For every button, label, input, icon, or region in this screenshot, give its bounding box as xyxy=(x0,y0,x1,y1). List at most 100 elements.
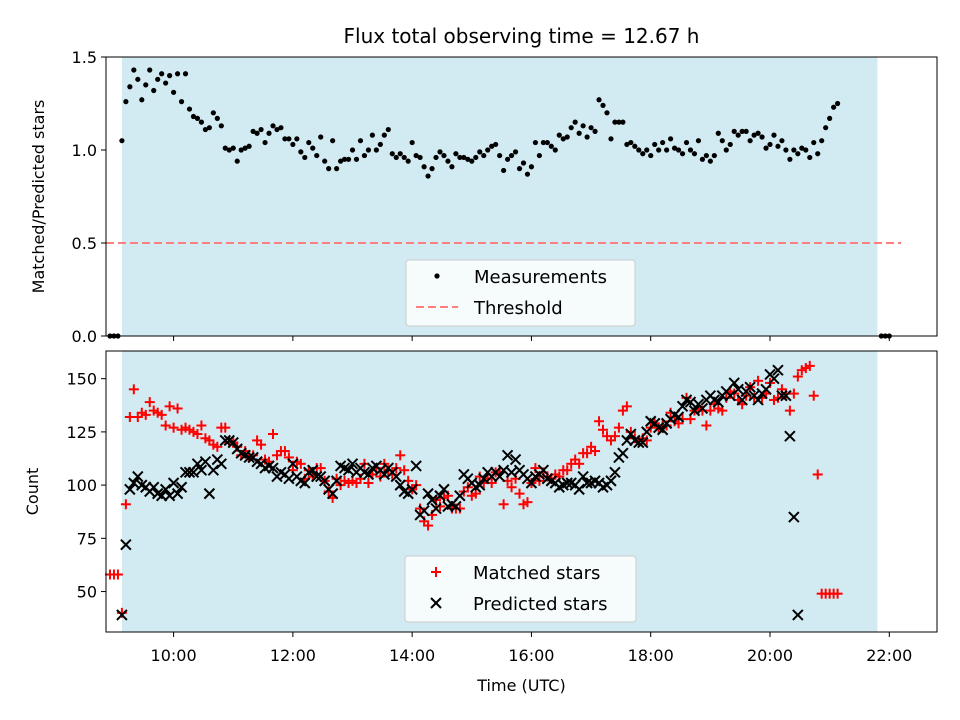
measurement-point xyxy=(767,141,773,148)
measurement-point xyxy=(564,134,570,140)
measurement-point xyxy=(294,136,300,142)
predicted-star-point xyxy=(744,381,756,393)
measurement-point xyxy=(787,156,793,162)
predicted-star-point xyxy=(406,483,418,496)
legend-marker-measurements xyxy=(434,273,440,279)
measurement-point xyxy=(218,123,224,129)
measurement-point xyxy=(425,173,431,179)
predicted-star-point xyxy=(736,394,748,406)
predicted-star-point xyxy=(326,487,339,500)
top-axes-frame xyxy=(105,56,938,337)
measurement-point xyxy=(675,147,682,153)
measurement-point xyxy=(274,126,280,133)
measurement-point xyxy=(135,76,141,82)
measurement-point xyxy=(544,139,550,146)
bottom-axes-frame xyxy=(105,350,938,633)
measurement-point xyxy=(337,158,344,164)
bottom-ytick-label: 100 xyxy=(66,476,97,495)
matched-star-point xyxy=(788,388,799,399)
measurement-point xyxy=(178,99,185,105)
measurement-point xyxy=(691,151,698,157)
measurement-point xyxy=(290,141,296,148)
measurement-point xyxy=(668,136,674,142)
measurement-point xyxy=(532,139,539,146)
measurement-point xyxy=(461,154,467,161)
predicted-star-point xyxy=(128,477,140,489)
measurement-point xyxy=(310,145,316,151)
measurement-point xyxy=(751,132,757,138)
matched-star-point xyxy=(156,409,167,420)
measurement-point xyxy=(536,152,542,159)
matched-star-point xyxy=(399,465,410,476)
top-legend: Measurements Threshold xyxy=(405,259,636,327)
predicted-star-point xyxy=(318,475,331,487)
measurement-point xyxy=(298,149,304,155)
measurement-point xyxy=(779,138,785,144)
matched-star-point xyxy=(192,429,203,440)
predicted-star-point xyxy=(120,539,132,551)
predicted-star-point xyxy=(116,609,128,621)
measurement-point xyxy=(250,128,256,134)
x-tick-label: 20:00 xyxy=(747,646,793,665)
measurement-point xyxy=(660,139,666,146)
measurement-point xyxy=(330,138,336,144)
measurement-point xyxy=(604,110,610,116)
matched-star-point xyxy=(172,403,183,414)
predicted-star-point xyxy=(283,473,295,485)
legend-marker-matched xyxy=(431,567,441,577)
legend-label-predicted: Predicted stars xyxy=(473,594,607,615)
bottom-ytick-label: 75 xyxy=(77,529,97,548)
measurement-point xyxy=(409,139,415,146)
measurement-point xyxy=(620,119,626,125)
measurement-point xyxy=(755,130,761,136)
measurement-point xyxy=(616,119,622,125)
measurement-point xyxy=(159,71,165,77)
x-tick-label: 12:00 xyxy=(270,646,316,665)
measurement-point xyxy=(473,154,479,161)
legend-label-matched: Matched stars xyxy=(473,563,600,584)
measurement-point xyxy=(302,154,308,161)
measurement-point xyxy=(727,141,733,148)
measurement-point xyxy=(588,125,594,131)
measurement-point xyxy=(270,123,276,129)
measurement-point xyxy=(528,164,535,170)
x-tick-label: 14:00 xyxy=(389,646,435,665)
predicted-star-point xyxy=(605,475,617,487)
measurement-point xyxy=(823,125,829,131)
measurement-point xyxy=(576,130,582,136)
matched-star-point xyxy=(506,482,517,493)
predicted-star-point xyxy=(497,464,510,476)
predicted-star-point xyxy=(752,394,764,406)
predicted-star-point xyxy=(577,470,589,483)
predicted-star-point xyxy=(167,477,180,489)
matched-star-point xyxy=(160,420,171,431)
measurement-point xyxy=(139,97,145,103)
x-tick-label: 22:00 xyxy=(866,646,912,665)
matched-star-point xyxy=(434,501,445,512)
measurement-point xyxy=(119,138,125,144)
predicted-star-point xyxy=(330,475,343,487)
predicted-star-point xyxy=(772,364,784,376)
matched-star-point xyxy=(196,420,207,431)
predicted-star-point xyxy=(724,389,736,402)
predicted-star-point xyxy=(688,404,701,417)
matched-star-point xyxy=(256,439,267,450)
predicted-star-point xyxy=(792,609,804,621)
measurement-point xyxy=(282,136,288,142)
measurement-point xyxy=(182,71,189,77)
predicted-star-point xyxy=(474,479,486,491)
measurement-point xyxy=(437,149,443,155)
measurement-point xyxy=(679,151,686,157)
matched-star-point xyxy=(808,390,819,401)
predicted-star-point xyxy=(732,383,744,396)
measurement-point xyxy=(524,171,531,177)
measurement-point xyxy=(345,156,352,162)
legend-label-measurements: Measurements xyxy=(474,267,607,288)
measurement-point xyxy=(170,89,177,95)
measurement-point xyxy=(687,147,694,153)
matched-star-point xyxy=(792,371,803,382)
x-tick-label: 10:00 xyxy=(151,646,197,665)
measurement-point xyxy=(357,138,364,144)
bottom-y-axis-label: Count xyxy=(23,468,42,516)
predicted-star-point xyxy=(418,504,430,517)
